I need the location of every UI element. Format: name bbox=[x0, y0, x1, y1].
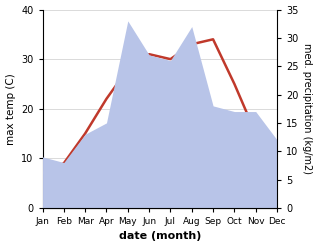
Y-axis label: max temp (C): max temp (C) bbox=[5, 73, 16, 144]
X-axis label: date (month): date (month) bbox=[119, 231, 201, 242]
Y-axis label: med. precipitation (kg/m2): med. precipitation (kg/m2) bbox=[302, 43, 313, 174]
